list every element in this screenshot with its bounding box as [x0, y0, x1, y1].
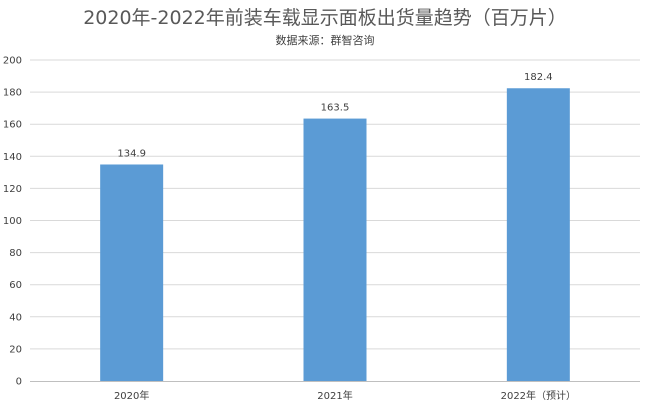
chart-subtitle: 数据来源：群智咨询 — [276, 33, 375, 47]
y-tick-label: 0 — [16, 377, 22, 388]
y-tick-label: 80 — [9, 248, 22, 259]
y-tick-label: 20 — [9, 344, 22, 355]
data-labels: 134.9 163.5 182.4 — [117, 72, 552, 159]
bars — [100, 88, 570, 382]
data-label: 163.5 — [321, 103, 350, 114]
y-tick-label: 160 — [3, 120, 22, 131]
x-tick-label: 2021年 — [317, 389, 352, 402]
x-tick-label: 2020年 — [114, 389, 149, 402]
y-tick-label: 180 — [3, 88, 22, 99]
y-tick-label: 40 — [9, 312, 22, 323]
y-tick-label: 140 — [3, 152, 22, 163]
data-label: 182.4 — [524, 72, 553, 83]
y-tick-label: 200 — [3, 56, 22, 67]
bar — [303, 118, 367, 382]
x-tick-label: 2022年（预计） — [501, 389, 576, 402]
x-axis-ticks: 2020年 2021年 2022年（预计） — [114, 389, 576, 402]
data-label: 134.9 — [117, 148, 146, 159]
bar — [100, 164, 164, 381]
y-axis-ticks: 0 20 40 60 80 100 120 140 160 180 200 — [3, 56, 22, 388]
chart-title: 2020年-2022年前装车载显示面板出货量趋势（百万片） — [83, 7, 567, 29]
bar — [506, 88, 570, 382]
y-tick-label: 120 — [3, 184, 22, 195]
y-tick-label: 100 — [3, 216, 22, 227]
y-tick-label: 60 — [9, 280, 22, 291]
